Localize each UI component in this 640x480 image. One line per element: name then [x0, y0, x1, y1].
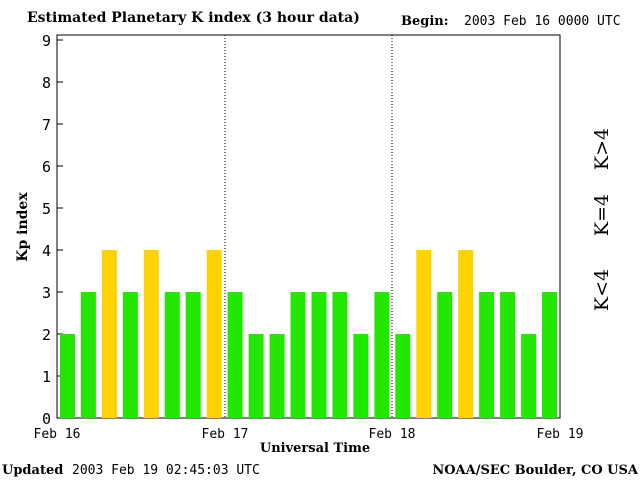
kp-bar [248, 334, 264, 418]
x-axis: Feb 16 Feb 17 Feb 18 Feb 19 [34, 427, 584, 442]
kp-bar [60, 334, 75, 418]
y-tick-label: 4 [42, 242, 51, 260]
updated-value: 2003 Feb 19 02:45:03 UTC [72, 463, 260, 478]
kp-bar [269, 334, 285, 418]
begin-value: 2003 Feb 16 0000 UTC [464, 14, 621, 29]
x-axis-label: Universal Time [260, 441, 370, 456]
y-tick-label: 7 [42, 116, 51, 134]
x-tick-label: Feb 17 [202, 427, 249, 442]
kp-bar [185, 292, 201, 418]
kp-bar [416, 250, 432, 418]
y-tick-label: 3 [42, 284, 51, 302]
kp-bar [164, 292, 180, 418]
y-tick-label: 0 [42, 410, 51, 428]
y-tick-label: 5 [42, 200, 51, 218]
kp-bar [206, 250, 222, 418]
kp-bar [437, 292, 453, 418]
y-axis: 0 1 2 3 4 5 6 7 8 9 [42, 32, 63, 428]
legend-equal-4: K=4 [591, 194, 613, 236]
kp-bar [143, 250, 159, 418]
kp-bar [458, 250, 474, 418]
begin-label: Begin: [401, 14, 449, 29]
kp-bar [80, 292, 96, 418]
y-tick-label: 2 [42, 326, 51, 344]
legend-below-4: K<4 [591, 269, 613, 311]
kp-bar [227, 292, 243, 418]
plot-frame [56, 34, 561, 419]
y-tick-label: 1 [42, 368, 51, 386]
chart-title: Estimated Planetary K index (3 hour data… [27, 10, 360, 26]
kp-bar [395, 334, 411, 418]
bar-series [60, 250, 557, 418]
y-tick-label: 6 [42, 158, 51, 176]
legend-above-4: K>4 [591, 128, 613, 170]
updated-label: Updated [2, 463, 63, 478]
source-credit: NOAA/SEC Boulder, CO USA [432, 463, 639, 478]
kp-bar [122, 292, 138, 418]
kp-bar [479, 292, 495, 418]
kp-bar [311, 292, 327, 418]
y-tick-label: 8 [42, 74, 51, 92]
x-tick-label: Feb 18 [369, 427, 416, 442]
kp-bar [542, 292, 557, 418]
kp-bar [101, 250, 117, 418]
kp-bar [353, 334, 369, 418]
kp-bar [374, 292, 390, 418]
kp-bar [332, 292, 348, 418]
kp-bar [521, 334, 537, 418]
y-axis-label: Kp index [15, 192, 31, 262]
x-tick-label: Feb 19 [537, 427, 584, 442]
kp-bar [290, 292, 306, 418]
kp-bar [500, 292, 516, 418]
x-tick-label: Feb 16 [34, 427, 81, 442]
y-tick-label: 9 [42, 32, 51, 50]
